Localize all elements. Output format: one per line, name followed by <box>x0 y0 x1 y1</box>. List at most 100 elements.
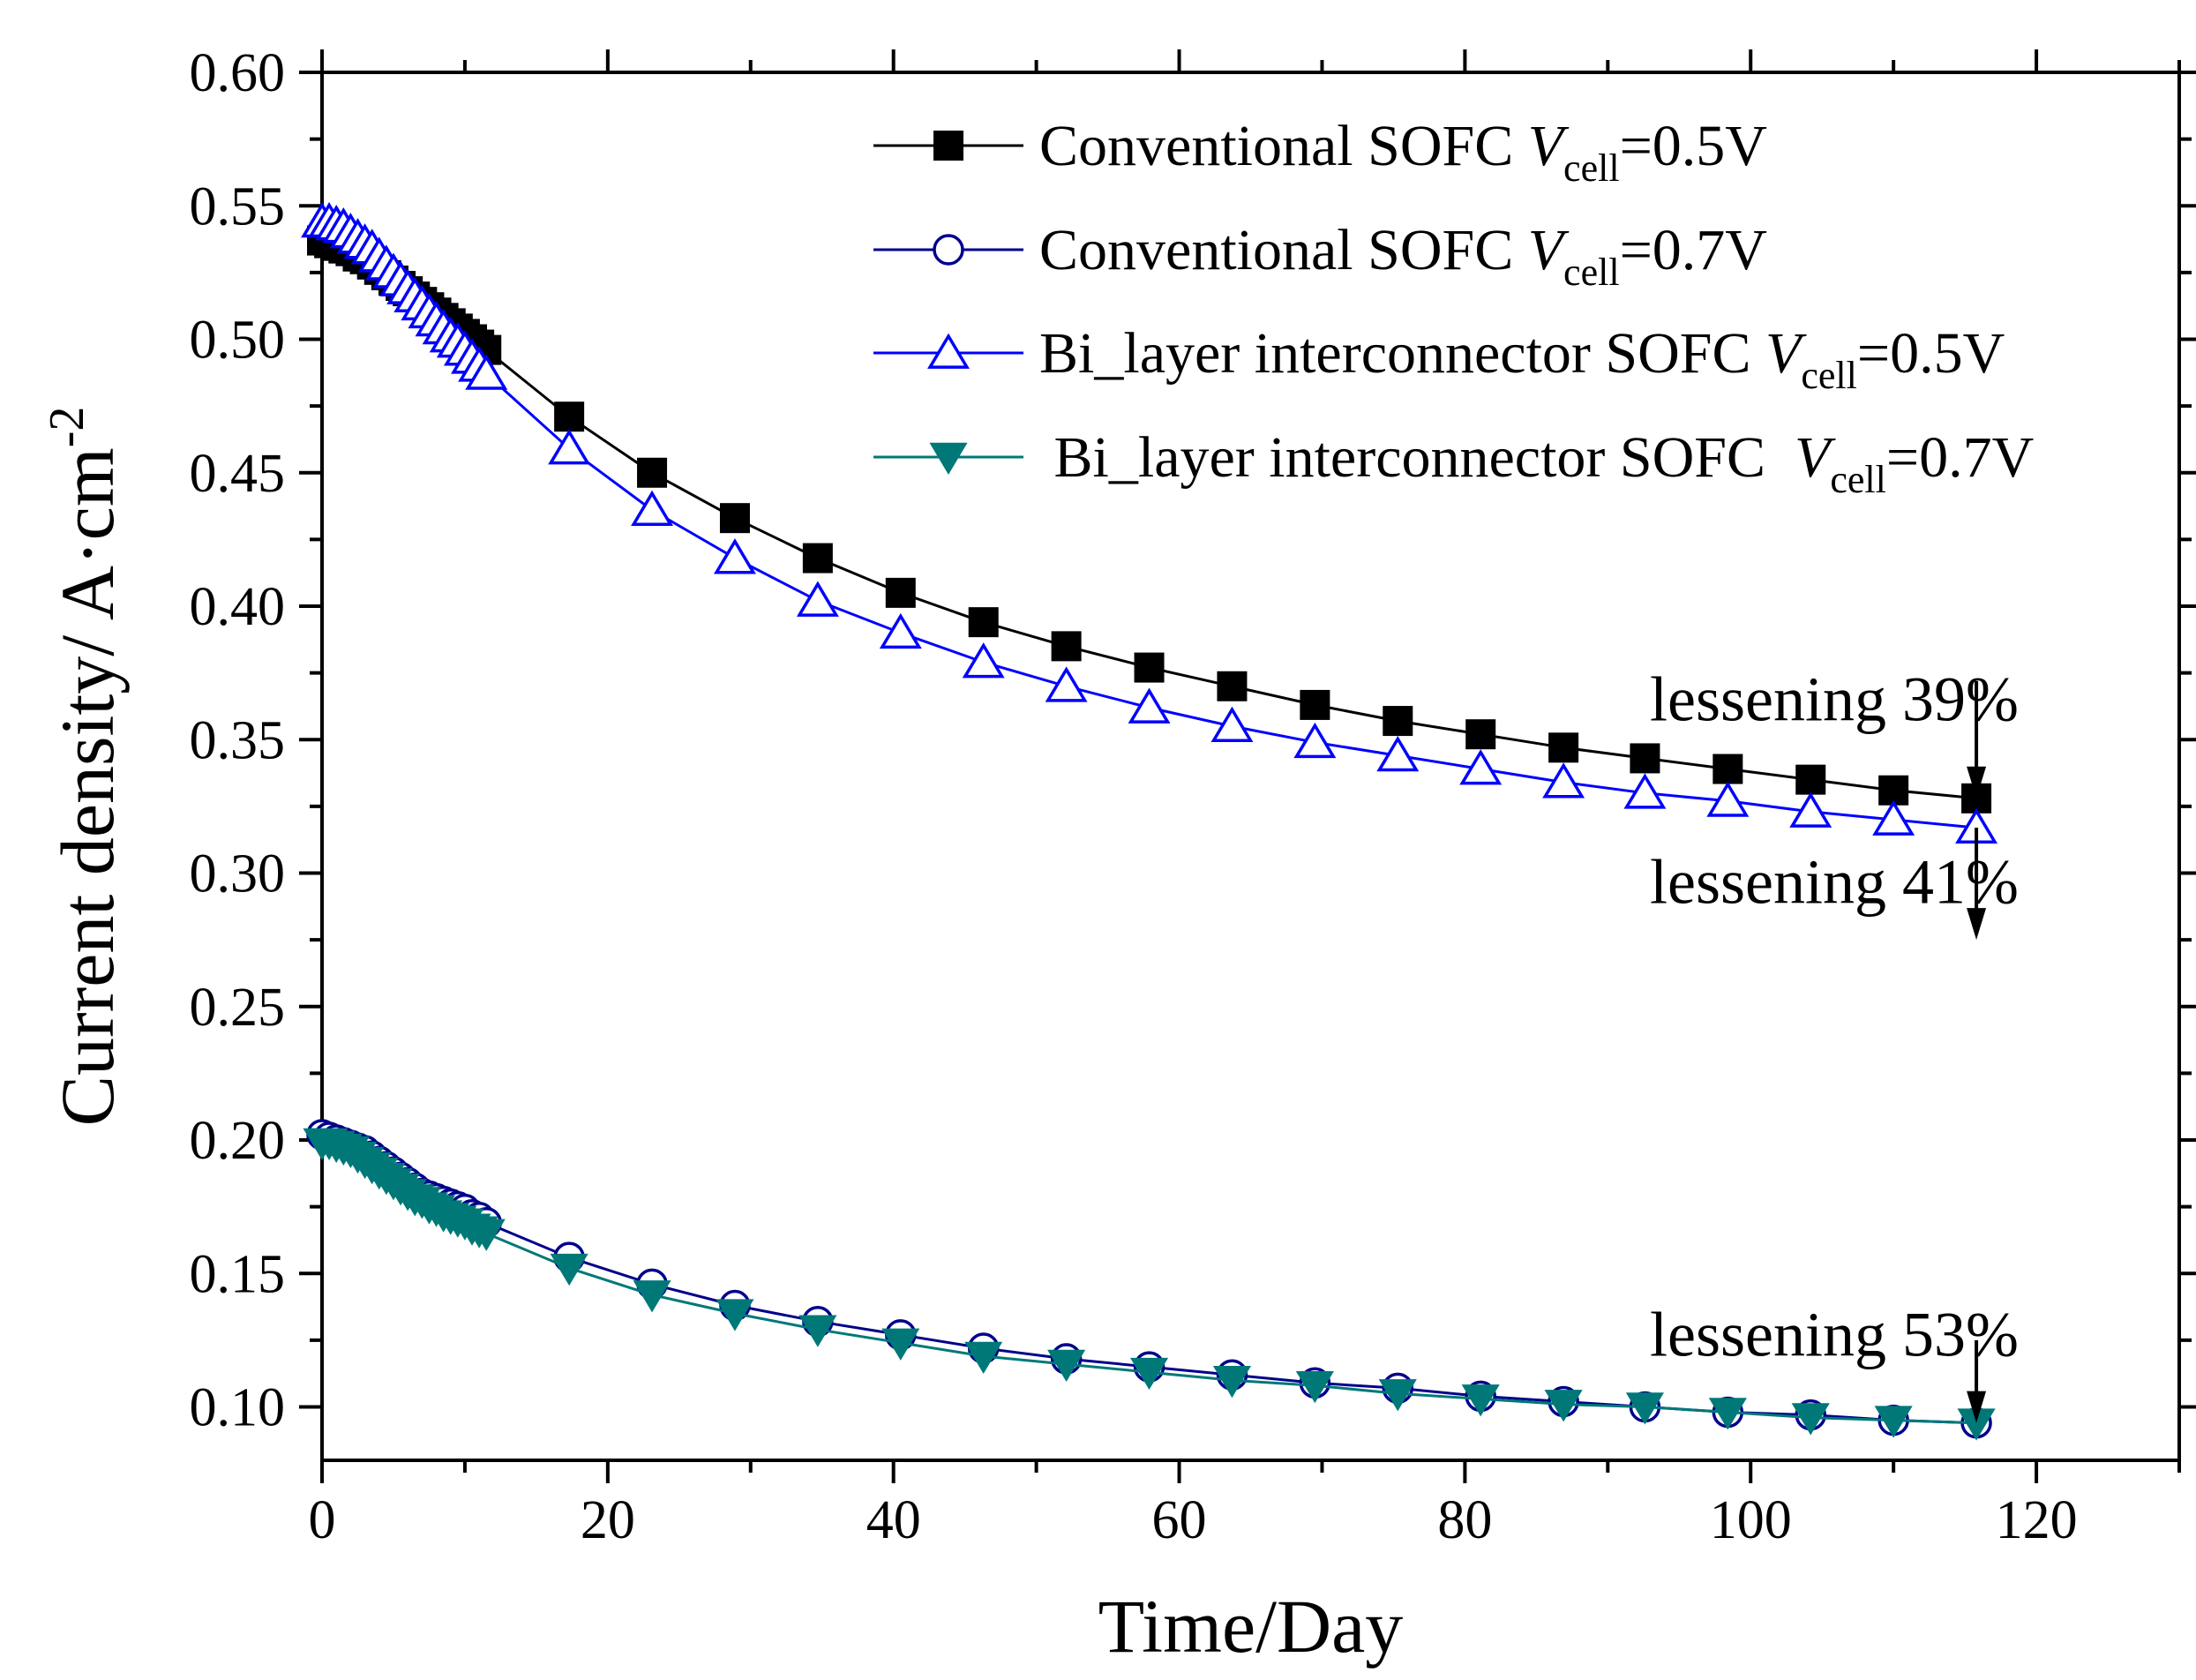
data-point <box>719 503 750 534</box>
y-axis-title-main: Current density/ A·cm <box>45 447 130 1126</box>
y-tick-label: 0.10 <box>190 1378 286 1438</box>
y-tick-label: 0.15 <box>190 1244 286 1304</box>
data-point <box>548 429 591 465</box>
data-point <box>1872 799 1915 836</box>
y-axis: 0.10 0.15 0.20 0.25 0.30 0.35 0.40 0.45 0.50 0.55… <box>190 43 2196 1438</box>
legend-label: Bi_layer interconnector SOFC Vcell=0.7V <box>1039 425 2034 501</box>
series-layer <box>301 201 1998 1441</box>
data-point <box>467 1219 506 1251</box>
x-tick-label: 100 <box>1710 1490 1792 1550</box>
y-tick-label: 0.55 <box>190 176 286 236</box>
y-axis-title: Current density/ A·cm-2 <box>40 407 130 1127</box>
data-point <box>964 1341 1003 1374</box>
legend-marker <box>929 442 968 475</box>
data-point <box>1874 1406 1913 1438</box>
data-point <box>1544 1390 1583 1422</box>
series-line <box>322 220 1977 829</box>
legend-item-3: Bi_layer interconnector SOFC Vcell=0.5V <box>873 321 2005 397</box>
data-point <box>796 581 839 617</box>
legend: Conventional SOFC Vcell=0.5V Conventional… <box>873 114 2034 501</box>
data-point <box>798 1315 837 1347</box>
data-point <box>1047 1349 1086 1383</box>
data-point <box>1789 791 1832 828</box>
data-point <box>637 457 668 488</box>
data-point <box>1623 773 1667 809</box>
data-point <box>1129 1357 1169 1391</box>
data-point <box>1878 775 1909 806</box>
data-point <box>1625 1392 1664 1425</box>
x-tick-label: 120 <box>1996 1490 2078 1550</box>
data-point <box>1706 781 1750 817</box>
data-point <box>1713 754 1743 784</box>
data-point <box>962 642 1005 679</box>
data-point <box>1045 666 1088 702</box>
data-point <box>1378 1379 1417 1412</box>
data-point <box>881 1328 920 1361</box>
annotation-2: lessening 41% <box>1650 847 2019 918</box>
y-tick-label: 0.25 <box>190 978 286 1038</box>
series-4 <box>303 1128 1996 1441</box>
legend-item-2: Conventional SOFC Vcell=0.7V <box>873 218 1767 294</box>
data-point <box>879 612 922 649</box>
data-point <box>802 543 833 574</box>
data-point <box>1542 762 1585 799</box>
annotations: lessening 39% lessening 41% lessening 53% <box>1650 664 2019 1423</box>
data-point <box>633 1280 671 1313</box>
data-point <box>1465 719 1496 750</box>
y-tick-label: 0.45 <box>190 444 286 504</box>
data-point <box>554 401 585 432</box>
data-point <box>1459 749 1503 785</box>
annotation-arrowhead <box>1967 1391 1987 1423</box>
data-point <box>1212 1365 1252 1399</box>
plot-frame <box>320 71 2181 1462</box>
x-tick-label: 0 <box>309 1490 336 1550</box>
data-point <box>716 1299 754 1331</box>
y-tick-label: 0.40 <box>190 577 286 637</box>
data-point <box>1708 1398 1747 1430</box>
data-point <box>1376 735 1420 772</box>
x-axis-title: Time/Day <box>1098 1584 1404 1669</box>
data-point <box>713 538 756 574</box>
x-tick-label: 40 <box>866 1490 921 1550</box>
x-tick-label: 60 <box>1152 1490 1207 1550</box>
data-point <box>1134 652 1165 683</box>
y-tick-label: 0.50 <box>190 311 286 371</box>
legend-item-4: Bi_layer interconnector SOFC Vcell=0.7V <box>873 425 2034 501</box>
data-point <box>968 607 999 638</box>
annotation-3: lessening 53% <box>1650 1299 2019 1369</box>
annotation-arrowhead <box>1967 908 1987 941</box>
legend-item-1: Conventional SOFC Vcell=0.5V <box>873 114 1767 190</box>
y-tick-label: 0.35 <box>190 710 286 770</box>
plot-border <box>320 71 2181 1462</box>
data-point <box>631 490 674 526</box>
data-point <box>1791 1403 1830 1436</box>
data-point <box>1548 732 1579 763</box>
y-tick-label: 0.60 <box>190 43 286 103</box>
legend-label: Bi_layer interconnector SOFC Vcell=0.5V <box>1039 321 2005 397</box>
data-point <box>465 354 508 390</box>
data-point <box>1210 706 1254 743</box>
data-point <box>1300 689 1330 720</box>
data-point <box>1128 687 1171 724</box>
data-point <box>1383 706 1413 737</box>
legend-label: Conventional SOFC Vcell=0.5V <box>1039 114 1767 190</box>
y-axis-title-group: Current density/ A·cm-2 <box>40 407 130 1127</box>
series-3 <box>301 201 1998 844</box>
data-point <box>1630 743 1660 774</box>
data-point <box>885 577 916 608</box>
data-point <box>1795 764 1826 795</box>
legend-label: Conventional SOFC Vcell=0.7V <box>1039 218 1767 294</box>
data-point <box>1295 1371 1334 1404</box>
data-point <box>1051 631 1082 662</box>
legend-marker <box>933 234 964 266</box>
y-tick-label: 0.30 <box>190 844 286 904</box>
data-point <box>1461 1384 1500 1417</box>
legend-marker <box>933 131 963 161</box>
legend-marker <box>927 333 970 369</box>
x-tick-label: 80 <box>1437 1490 1492 1550</box>
data-point <box>1217 671 1248 701</box>
annotation-arrowhead <box>1967 766 1987 799</box>
y-axis-title-exponent: -2 <box>40 407 94 448</box>
data-point <box>550 1253 588 1286</box>
